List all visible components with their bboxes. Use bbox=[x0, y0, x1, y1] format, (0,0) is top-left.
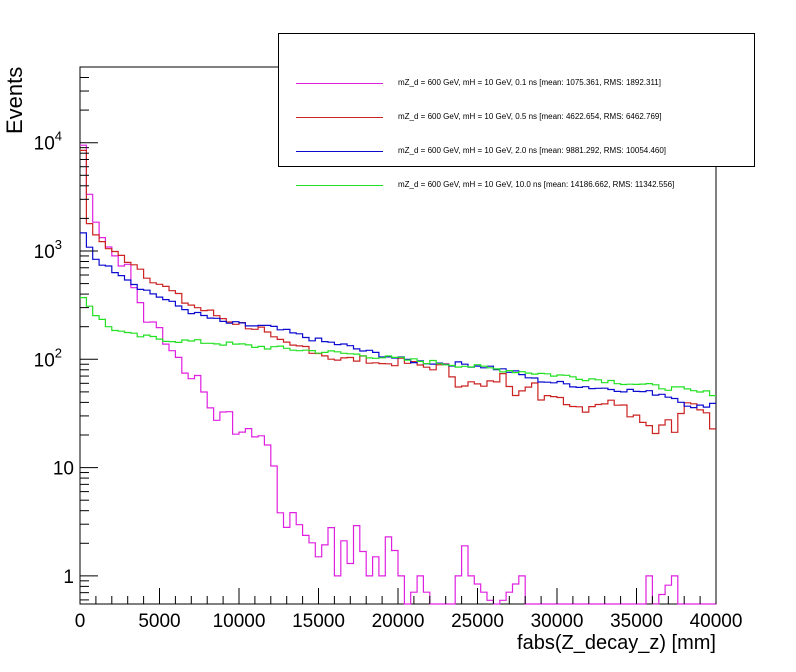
y-tick-label: 102 bbox=[34, 345, 62, 371]
legend-label: mZ_d = 600 GeV, mH = 10 GeV, 0.1 ns [mea… bbox=[398, 78, 661, 87]
legend-entry-2.0ns: mZ_d = 600 GeV, mH = 10 GeV, 2.0 ns [mea… bbox=[279, 145, 754, 159]
x-tick-label: 20000 bbox=[372, 611, 425, 632]
y-tick-label: 104 bbox=[34, 129, 62, 155]
x-tick-label: 0 bbox=[75, 611, 86, 632]
legend-entry-10.0ns: mZ_d = 600 GeV, mH = 10 GeV, 10.0 ns [me… bbox=[279, 179, 754, 193]
series-line-2 bbox=[80, 232, 716, 409]
legend: mZ_d = 600 GeV, mH = 10 GeV, 0.1 ns [mea… bbox=[278, 33, 755, 189]
legend-entry-0.1ns: mZ_d = 600 GeV, mH = 10 GeV, 0.1 ns [mea… bbox=[279, 77, 754, 91]
y-tick-exponent: 2 bbox=[55, 345, 62, 360]
x-tick-label: 40000 bbox=[690, 611, 743, 632]
x-tick-label: 30000 bbox=[531, 611, 584, 632]
y-axis-label: Events bbox=[2, 66, 27, 134]
x-axis-label: fabs(Z_decay_z) [mm] bbox=[517, 632, 716, 654]
legend-label: mZ_d = 600 GeV, mH = 10 GeV, 2.0 ns [mea… bbox=[398, 146, 667, 155]
legend-swatch bbox=[296, 185, 383, 186]
x-tick-label: 25000 bbox=[451, 611, 504, 632]
x-tick-label: 5000 bbox=[138, 611, 180, 632]
y-tick-exponent: 4 bbox=[55, 129, 62, 144]
x-tick-label: 15000 bbox=[292, 611, 345, 632]
legend-swatch bbox=[296, 83, 383, 84]
series-line-0 bbox=[80, 144, 716, 605]
y-tick-exponent: 3 bbox=[55, 237, 62, 252]
series-line-1 bbox=[80, 149, 716, 435]
x-tick-label: 10000 bbox=[213, 611, 266, 632]
y-tick-label: 1 bbox=[63, 567, 74, 588]
x-tick-label: 35000 bbox=[610, 611, 663, 632]
legend-label: mZ_d = 600 GeV, mH = 10 GeV, 0.5 ns [mea… bbox=[398, 112, 662, 121]
series-line-3 bbox=[80, 297, 716, 397]
legend-swatch bbox=[296, 151, 383, 152]
y-tick-label: 10 bbox=[53, 459, 74, 480]
legend-entry-0.5ns: mZ_d = 600 GeV, mH = 10 GeV, 0.5 ns [mea… bbox=[279, 111, 754, 125]
y-tick-label: 103 bbox=[34, 237, 62, 263]
legend-swatch bbox=[296, 117, 383, 118]
legend-label: mZ_d = 600 GeV, mH = 10 GeV, 10.0 ns [me… bbox=[398, 180, 675, 189]
